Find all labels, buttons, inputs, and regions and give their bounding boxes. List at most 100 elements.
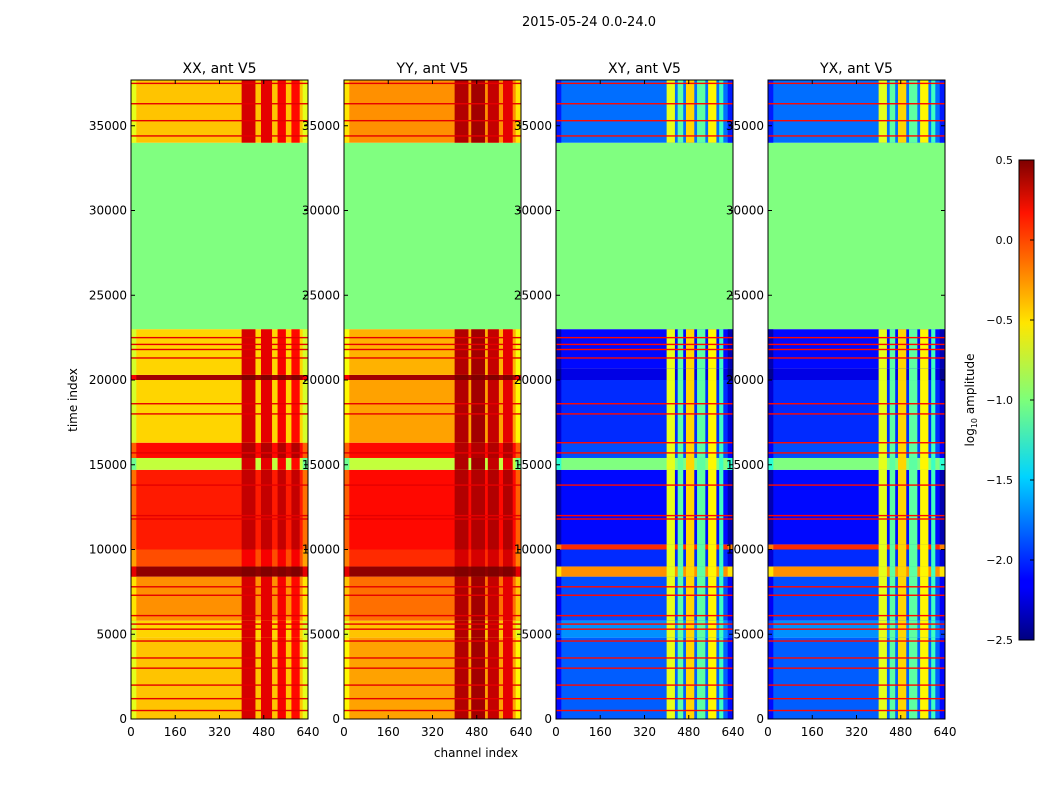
y-tick-label: 5000 bbox=[96, 627, 127, 641]
heatmap-rfi-column bbox=[878, 544, 887, 550]
heatmap-rfi-column bbox=[260, 442, 273, 458]
heatmap-edge bbox=[131, 469, 137, 550]
heatmap-edge bbox=[515, 80, 521, 143]
y-tick-label: 25000 bbox=[89, 288, 127, 302]
y-tick-label: 35000 bbox=[302, 119, 340, 133]
heatmap-rfi-column bbox=[471, 442, 486, 458]
heatmap-edge bbox=[939, 457, 945, 470]
heatmap-rfi-column bbox=[454, 442, 469, 458]
heatmap-rfi-column bbox=[931, 549, 936, 567]
y-tick-label: 25000 bbox=[302, 288, 340, 302]
heatmap-edge bbox=[727, 442, 733, 458]
y-tick-label: 0 bbox=[119, 712, 127, 726]
heatmap-rfi-column bbox=[889, 549, 896, 567]
heatmap-edge bbox=[515, 637, 521, 719]
x-tick-label: 480 bbox=[677, 725, 700, 739]
heatmap-band bbox=[131, 457, 308, 470]
heatmap-flag-line bbox=[131, 594, 308, 596]
heatmap-rfi-column bbox=[878, 469, 887, 545]
heatmap-flag-line bbox=[344, 119, 521, 122]
heatmap-rfi-column bbox=[909, 80, 918, 143]
heatmap-rfi-column bbox=[487, 549, 499, 567]
heatmap-rfi-column bbox=[241, 457, 256, 470]
y-tick-label: 0 bbox=[756, 712, 764, 726]
heatmap-flag-line bbox=[768, 614, 945, 617]
heatmap-edge bbox=[768, 576, 774, 621]
heatmap-rfi-column bbox=[897, 380, 907, 443]
heatmap-flag-line bbox=[131, 709, 308, 712]
heatmap-edge bbox=[344, 442, 350, 458]
heatmap-rfi-column bbox=[291, 374, 300, 381]
heatmap-rfi-column bbox=[697, 637, 706, 719]
heatmap-rfi-column bbox=[697, 549, 706, 567]
y-tick-label: 25000 bbox=[726, 288, 764, 302]
heatmap-edge bbox=[727, 576, 733, 621]
heatmap-rfi-column bbox=[878, 380, 887, 443]
heatmap-rfi-column bbox=[878, 442, 887, 458]
heatmap-rfi-column bbox=[685, 329, 695, 369]
heatmap-flag-line bbox=[131, 514, 308, 517]
heatmap-flag-line bbox=[344, 518, 521, 520]
heatmap-rfi-column bbox=[454, 637, 469, 719]
heatmap-flag-line bbox=[768, 413, 945, 415]
heatmap-band bbox=[768, 80, 945, 143]
heatmap-flag-line bbox=[344, 357, 521, 359]
heatmap-edge bbox=[515, 374, 521, 381]
heatmap-band bbox=[131, 374, 308, 381]
heatmap-rfi-column bbox=[897, 637, 907, 719]
heatmap-edge bbox=[302, 380, 308, 443]
y-tick-label: 10000 bbox=[726, 543, 764, 557]
heatmap-flag-line bbox=[131, 343, 308, 346]
heatmap-rfi-column bbox=[277, 576, 286, 621]
heatmap-band bbox=[556, 457, 733, 470]
heatmap-flag-line bbox=[556, 614, 733, 617]
heatmap-band bbox=[344, 457, 521, 470]
y-tick-label: 0 bbox=[544, 712, 552, 726]
heatmap-rfi-column bbox=[291, 80, 300, 143]
heatmap-rfi-column bbox=[719, 380, 724, 443]
heatmap-rfi-column bbox=[909, 457, 918, 470]
heatmap-edge bbox=[302, 549, 308, 567]
heatmap-rfi-column bbox=[666, 637, 675, 719]
heatmap-rfi-column bbox=[909, 442, 918, 458]
heatmap-rfi-column bbox=[878, 80, 887, 143]
heatmap-rfi-column bbox=[471, 329, 486, 375]
heatmap-rfi-column bbox=[260, 549, 273, 567]
heatmap-edge bbox=[344, 469, 350, 550]
heatmap-rfi-column bbox=[708, 566, 717, 577]
heatmap-rfi-column bbox=[454, 329, 469, 375]
heatmap-rfi-column bbox=[487, 80, 499, 143]
heatmap-flag-line bbox=[556, 697, 733, 700]
heatmap-rfi-column bbox=[931, 544, 936, 550]
heatmap-rfi-column bbox=[719, 469, 724, 545]
heatmap-rfi-column bbox=[931, 329, 936, 369]
heatmap-edge bbox=[939, 544, 945, 550]
y-tick-label: 15000 bbox=[89, 458, 127, 472]
heatmap-rfi-column bbox=[878, 566, 887, 577]
heatmap-rfi-column bbox=[677, 544, 684, 550]
heatmap-band bbox=[556, 544, 733, 550]
heatmap-flag-line bbox=[768, 640, 945, 642]
heatmap-band bbox=[768, 576, 945, 621]
heatmap-edge bbox=[515, 549, 521, 567]
heatmap-edge bbox=[131, 576, 137, 621]
y-tick-label: 5000 bbox=[521, 627, 552, 641]
heatmap-band bbox=[768, 637, 945, 719]
heatmap-rfi-column bbox=[666, 576, 675, 621]
heatmap-band bbox=[768, 549, 945, 567]
heatmap-rfi-column bbox=[487, 442, 499, 458]
heatmap-rfi-column bbox=[931, 469, 936, 545]
heatmap-rfi-column bbox=[471, 576, 486, 621]
heatmap-edge bbox=[727, 544, 733, 550]
heatmap-rfi-column bbox=[471, 374, 486, 381]
heatmap-flag-line bbox=[768, 452, 945, 454]
heatmap-rfi-column bbox=[697, 329, 706, 369]
heatmap-rfi-column bbox=[708, 544, 717, 550]
y-tick-label: 20000 bbox=[514, 373, 552, 387]
colorbar-tick-label: −1.5 bbox=[986, 474, 1013, 487]
heatmap-flag-line bbox=[344, 594, 521, 596]
y-tick-label: 35000 bbox=[726, 119, 764, 133]
heatmap-rfi-column bbox=[897, 80, 907, 143]
heatmap-edge bbox=[768, 457, 774, 470]
heatmap-rfi-column bbox=[277, 442, 286, 458]
